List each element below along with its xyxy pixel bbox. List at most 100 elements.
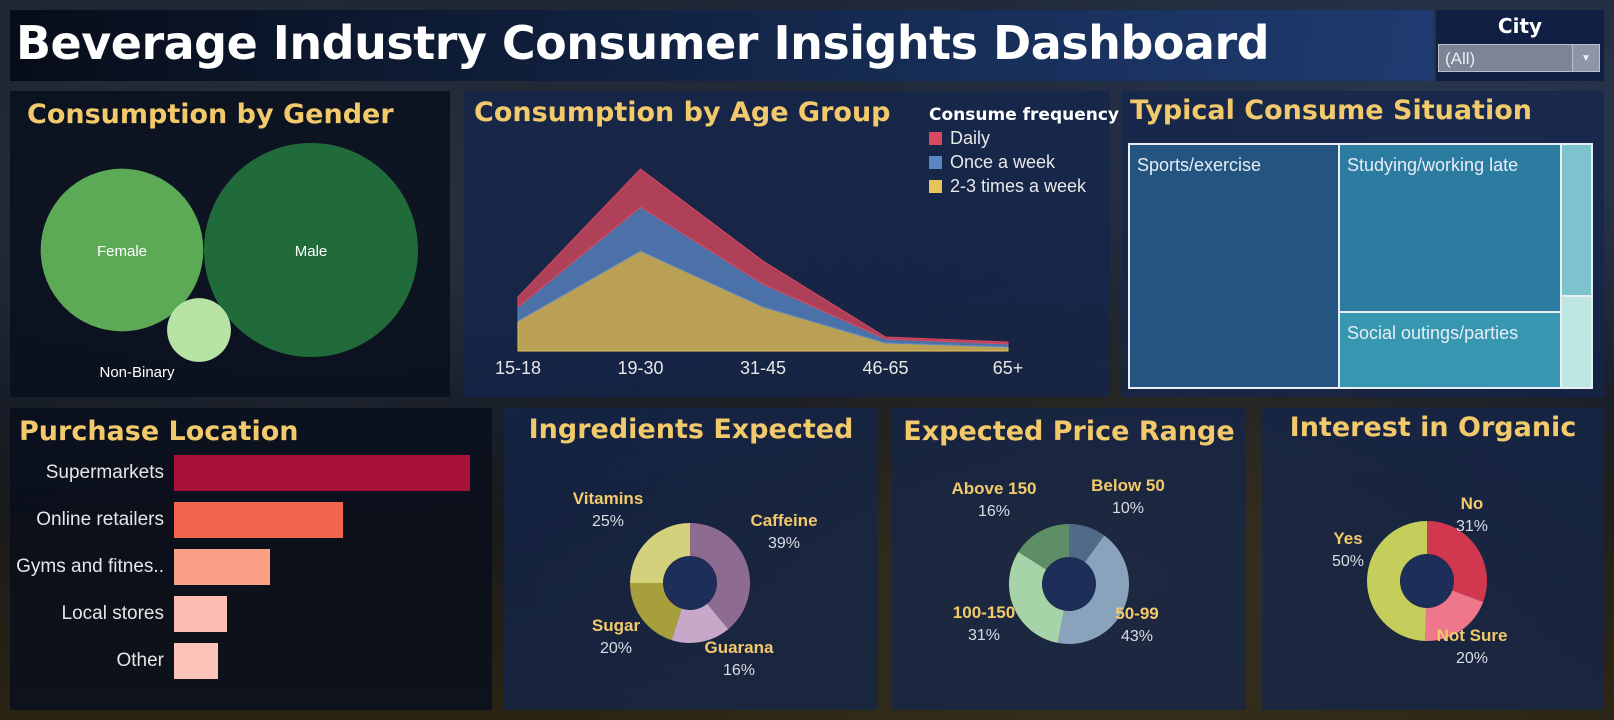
legend-swatch bbox=[929, 156, 942, 169]
ingredients-panel: Ingredients Expected Caffeine 39% Guarana 1… bbox=[504, 408, 878, 710]
donut-slice-pct: 43% bbox=[1121, 628, 1153, 645]
age-x-tick: 65+ bbox=[993, 358, 1024, 378]
donut-slice-label: 100-150 bbox=[953, 603, 1015, 622]
treemap-label: Studying/working late bbox=[1347, 155, 1519, 175]
ingredients-title: Ingredients Expected bbox=[528, 414, 854, 445]
donut-slice-pct: 31% bbox=[1456, 518, 1488, 535]
donut-hole bbox=[663, 556, 717, 610]
treemap-label: Sports/exercise bbox=[1137, 155, 1262, 175]
age-x-tick: 31-45 bbox=[740, 358, 786, 378]
city-filter-label: City bbox=[1497, 14, 1543, 38]
donut-slice-label: Vitamins bbox=[573, 489, 644, 508]
donut-slice-label: No bbox=[1461, 494, 1484, 513]
gender-bubble-label: Female bbox=[97, 243, 147, 260]
organic-title: Interest in Organic bbox=[1289, 412, 1577, 443]
gender-bubble-label: Non-Binary bbox=[99, 364, 175, 381]
city-select-value: (All) bbox=[1445, 49, 1476, 68]
donut-slice-label: Not Sure bbox=[1437, 626, 1508, 645]
donut-slice-label: Caffeine bbox=[750, 511, 817, 530]
donut-slice-label: Guarana bbox=[705, 638, 775, 657]
donut-slice[interactable] bbox=[671, 603, 729, 643]
age-legend-item[interactable]: Daily bbox=[929, 128, 990, 149]
organic-panel: Interest in Organic No 31% Not Sure 20% Yes 5… bbox=[1262, 408, 1604, 710]
purchase-bar[interactable] bbox=[174, 502, 343, 538]
purchase-bar[interactable] bbox=[174, 549, 271, 585]
donut-slice[interactable] bbox=[630, 523, 690, 583]
purchase-bar[interactable] bbox=[174, 643, 219, 679]
age-legend-label: 2-3 times a week bbox=[950, 176, 1087, 196]
donut-slice[interactable] bbox=[690, 523, 750, 630]
treemap-cell[interactable]: Studying/working late bbox=[1339, 144, 1561, 312]
donut-slice-label: Above 150 bbox=[951, 479, 1036, 498]
ingredients-donut-chart: Caffeine 39% Guarana 16% Sugar 20% Vitamins 25% bbox=[573, 489, 818, 679]
gender-bubble-label: Male bbox=[295, 243, 328, 260]
price-panel: Expected Price Range Below 50 10% 50-99 43%… bbox=[892, 408, 1246, 710]
donut-slice[interactable] bbox=[630, 583, 682, 641]
donut-hole bbox=[1042, 557, 1096, 611]
gender-bubble[interactable] bbox=[40, 168, 204, 332]
organic-donut-chart: No 31% Not Sure 20% Yes 50% bbox=[1332, 494, 1508, 667]
donut-slice[interactable] bbox=[1427, 521, 1487, 603]
treemap-label: Social outings/parties bbox=[1347, 323, 1519, 343]
gender-panel: Consumption by Gender Female Male Non-Bina… bbox=[10, 91, 450, 397]
purchase-bar-label: Supermarkets bbox=[45, 462, 164, 483]
donut-slice-pct: 25% bbox=[592, 513, 624, 530]
donut-slice-label: Below 50 bbox=[1091, 476, 1165, 495]
age-legend-label: Once a week bbox=[950, 152, 1056, 172]
age-area-chart: 15-18 19-30 31-45 46-65 65+ bbox=[495, 168, 1024, 378]
purchase-bar[interactable] bbox=[174, 455, 470, 491]
treemap-cell[interactable]: Sports/exercise bbox=[1129, 144, 1339, 388]
donut-slice[interactable] bbox=[1018, 524, 1069, 570]
purchase-bar-label: Online retailers bbox=[36, 509, 164, 530]
gender-title: Consumption by Gender bbox=[27, 99, 394, 130]
legend-swatch bbox=[929, 180, 942, 193]
price-donut-chart: Below 50 10% 50-99 43% 100-150 31% Above 150 16… bbox=[951, 476, 1165, 645]
donut-slice[interactable] bbox=[1057, 535, 1129, 644]
donut-slice-pct: 31% bbox=[968, 627, 1000, 644]
donut-slice[interactable] bbox=[1069, 524, 1105, 563]
donut-slice-label: Sugar bbox=[592, 616, 641, 635]
city-filter: City (All) ▼ bbox=[1436, 10, 1604, 81]
treemap-cell[interactable] bbox=[1561, 144, 1592, 296]
chevron-down-icon[interactable]: ▼ bbox=[1572, 45, 1599, 71]
donut-slice[interactable] bbox=[1425, 590, 1484, 641]
donut-slice-pct: 16% bbox=[723, 662, 755, 679]
dashboard-title: Beverage Industry Consumer Insights Dash… bbox=[16, 16, 1270, 70]
donut-slice-pct: 20% bbox=[1456, 650, 1488, 667]
purchase-bar[interactable] bbox=[174, 596, 228, 632]
donut-slice-pct: 10% bbox=[1112, 500, 1144, 517]
donut-slice[interactable] bbox=[1366, 521, 1427, 641]
title-bar: Beverage Industry Consumer Insights Dash… bbox=[10, 10, 1434, 81]
purchase-panel: Purchase Location Supermarkets Online ret… bbox=[10, 408, 492, 710]
donut-slice-label: 50-99 bbox=[1115, 604, 1158, 623]
situation-panel: Typical Consume Situation Sports/exercis… bbox=[1122, 91, 1604, 397]
donut-slice-pct: 39% bbox=[768, 535, 800, 552]
age-area-series[interactable] bbox=[517, 168, 1009, 345]
age-x-tick: 46-65 bbox=[862, 358, 908, 378]
age-legend-item[interactable]: 2-3 times a week bbox=[929, 176, 1086, 197]
purchase-bar-label: Gyms and fitnes.. bbox=[16, 556, 164, 577]
age-x-tick: 15-18 bbox=[495, 358, 541, 378]
age-panel: Consumption by Age Group 15-18 19-30 31-45… bbox=[464, 91, 1119, 397]
donut-slice-pct: 16% bbox=[978, 503, 1010, 520]
donut-slice-pct: 50% bbox=[1332, 553, 1364, 570]
donut-slice-label: Yes bbox=[1333, 529, 1362, 548]
age-legend-title: Consume frequency bbox=[929, 105, 1120, 125]
legend-swatch bbox=[929, 132, 942, 145]
treemap-cell[interactable]: Social outings/parties bbox=[1339, 312, 1561, 388]
city-select[interactable]: (All) ▼ bbox=[1438, 44, 1600, 72]
gender-bubble-chart: Female Male Non-Binary bbox=[40, 143, 418, 381]
gender-bubble[interactable] bbox=[167, 298, 231, 362]
donut-hole bbox=[1400, 554, 1454, 608]
price-title: Expected Price Range bbox=[903, 416, 1235, 447]
age-legend-label: Daily bbox=[950, 128, 991, 148]
situation-treemap: Sports/exercise Studying/working late So… bbox=[1128, 143, 1593, 389]
gender-bubble[interactable] bbox=[204, 143, 418, 357]
donut-slice[interactable] bbox=[1009, 551, 1064, 643]
purchase-bar-label: Other bbox=[116, 650, 164, 671]
age-x-tick: 19-30 bbox=[617, 358, 663, 378]
age-legend-item[interactable]: Once a week bbox=[929, 152, 1055, 173]
treemap-cell[interactable] bbox=[1561, 296, 1592, 388]
purchase-bar-label: Local stores bbox=[61, 603, 164, 624]
donut-slice-pct: 20% bbox=[600, 640, 632, 657]
